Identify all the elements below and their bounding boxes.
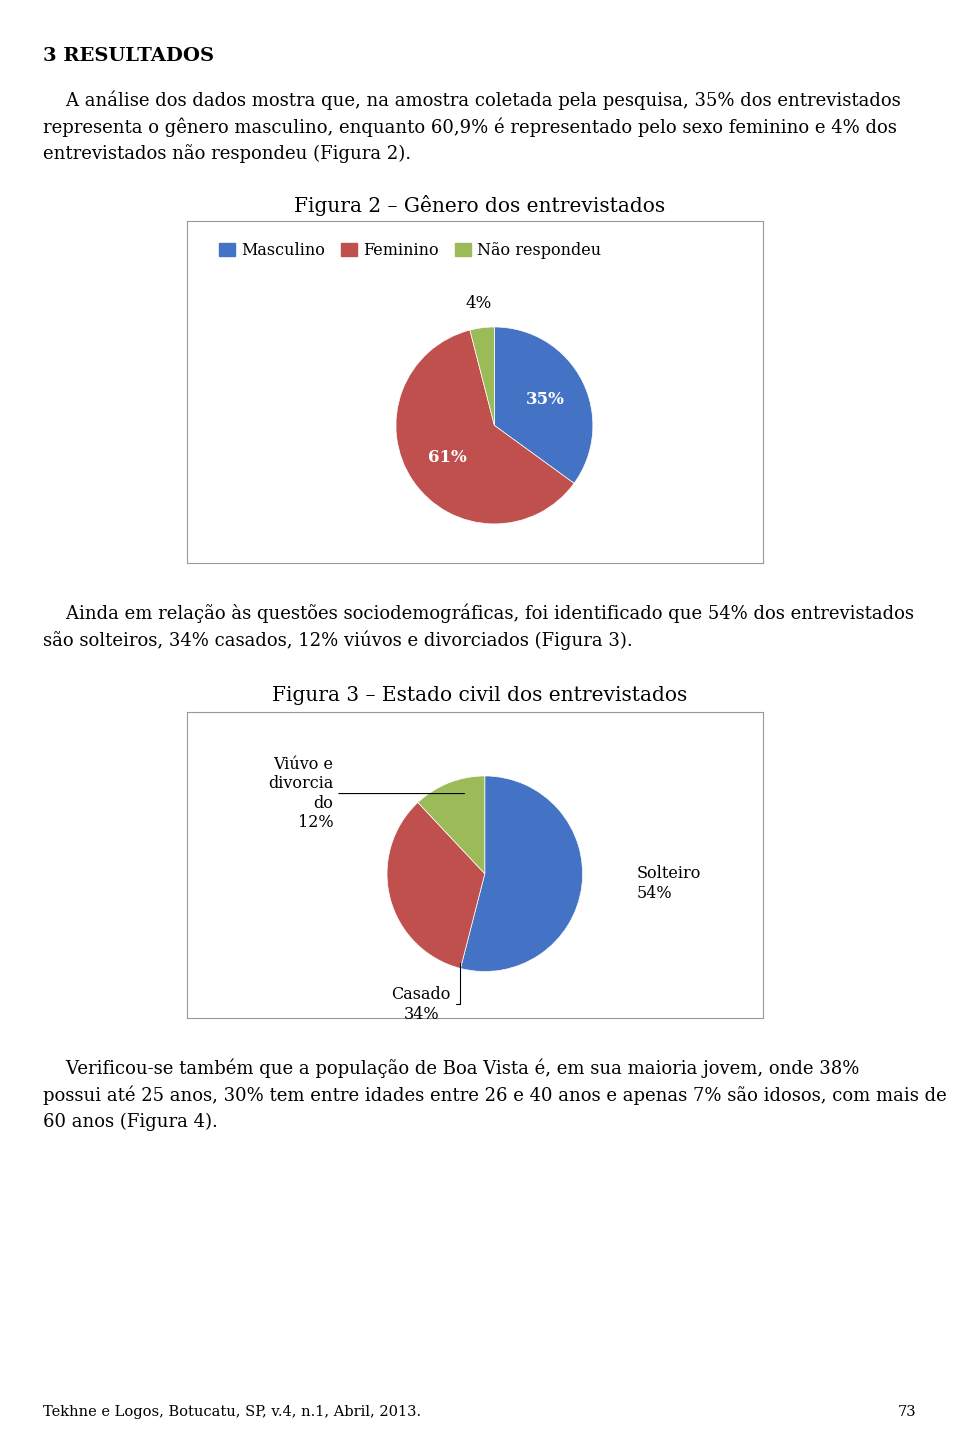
Legend: Masculino, Feminino, Não respondeu: Masculino, Feminino, Não respondeu bbox=[212, 236, 608, 266]
Text: representa o gênero masculino, enquanto 60,9% é representado pelo sexo feminino : representa o gênero masculino, enquanto … bbox=[43, 118, 897, 137]
Text: possui até 25 anos, 30% tem entre idades entre 26 e 40 anos e apenas 7% são idos: possui até 25 anos, 30% tem entre idades… bbox=[43, 1085, 947, 1104]
Text: Solteiro
54%: Solteiro 54% bbox=[636, 866, 701, 902]
Wedge shape bbox=[418, 776, 485, 873]
Text: Casado
34%: Casado 34% bbox=[392, 963, 461, 1023]
Text: Figura 3 – Estado civil dos entrevistados: Figura 3 – Estado civil dos entrevistado… bbox=[273, 687, 687, 706]
Text: Viúvo e
divorcia
do
12%: Viúvo e divorcia do 12% bbox=[268, 755, 465, 831]
Text: entrevistados não respondeu (Figura 2).: entrevistados não respondeu (Figura 2). bbox=[43, 144, 411, 163]
Text: Tekhne e Logos, Botucatu, SP, v.4, n.1, Abril, 2013.: Tekhne e Logos, Botucatu, SP, v.4, n.1, … bbox=[43, 1404, 421, 1419]
Wedge shape bbox=[469, 327, 494, 425]
Text: A análise dos dados mostra que, na amostra coletada pela pesquisa, 35% dos entre: A análise dos dados mostra que, na amost… bbox=[43, 90, 900, 109]
Text: Figura 2 – Gênero dos entrevistados: Figura 2 – Gênero dos entrevistados bbox=[295, 195, 665, 215]
Wedge shape bbox=[396, 330, 574, 524]
Text: 3 RESULTADOS: 3 RESULTADOS bbox=[43, 47, 214, 64]
Text: Verificou-se também que a população de Boa Vista é, em sua maioria jovem, onde 3: Verificou-se também que a população de B… bbox=[43, 1059, 859, 1078]
Text: 4%: 4% bbox=[466, 295, 492, 311]
Text: Ainda em relação às questões sociodemográficas, foi identificado que 54% dos ent: Ainda em relação às questões sociodemogr… bbox=[43, 604, 914, 623]
Text: 61%: 61% bbox=[428, 450, 467, 466]
Wedge shape bbox=[461, 776, 583, 972]
Text: 73: 73 bbox=[899, 1404, 917, 1419]
Text: 35%: 35% bbox=[526, 391, 564, 407]
Text: 60 anos (Figura 4).: 60 anos (Figura 4). bbox=[43, 1113, 218, 1131]
Wedge shape bbox=[494, 327, 593, 483]
Text: são solteiros, 34% casados, 12% viúvos e divorciados (Figura 3).: são solteiros, 34% casados, 12% viúvos e… bbox=[43, 631, 633, 650]
Wedge shape bbox=[387, 803, 485, 969]
